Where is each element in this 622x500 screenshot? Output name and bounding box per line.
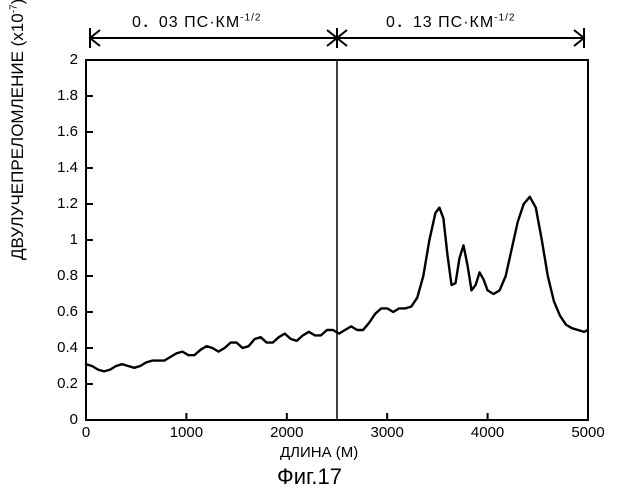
y-tick: 1.2 <box>38 195 78 212</box>
y-tick: 1.4 <box>38 159 78 176</box>
y-tick: 0.8 <box>38 267 78 284</box>
y-tick: 1.6 <box>38 123 78 140</box>
x-tick: 3000 <box>371 424 404 441</box>
x-tick: 5000 <box>571 424 604 441</box>
y-tick: 0 <box>38 411 78 428</box>
y-tick: 1.8 <box>38 87 78 104</box>
figure-caption: Фиг.17 <box>277 464 342 490</box>
x-tick: 1000 <box>170 424 203 441</box>
line-chart <box>0 0 622 500</box>
x-tick: 2000 <box>270 424 303 441</box>
x-axis-label: ДЛИНА (М) <box>280 444 358 461</box>
y-tick: 0.6 <box>38 303 78 320</box>
y-tick: 0.2 <box>38 375 78 392</box>
y-tick: 0.4 <box>38 339 78 356</box>
x-tick: 4000 <box>471 424 504 441</box>
chart-figure: { "chart": { "type": "line", "title_capt… <box>0 0 622 500</box>
x-tick: 0 <box>82 424 90 441</box>
y-tick: 2 <box>38 51 78 68</box>
y-tick: 1 <box>38 231 78 248</box>
